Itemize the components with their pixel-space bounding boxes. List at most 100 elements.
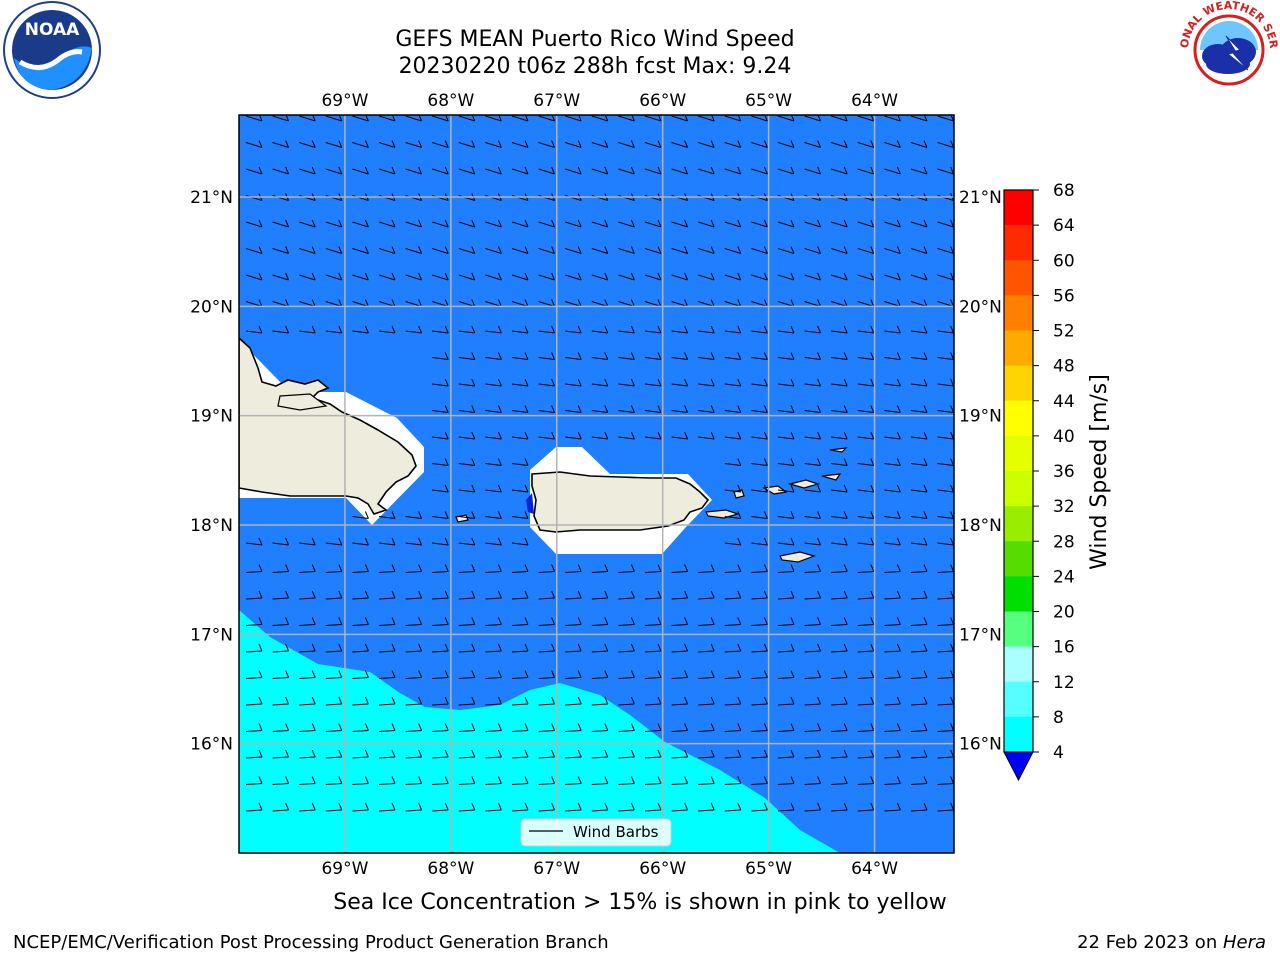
wind-barb bbox=[272, 564, 290, 573]
wind-barb bbox=[299, 617, 316, 626]
wind-barb bbox=[698, 166, 715, 175]
wind-barb bbox=[698, 246, 715, 254]
wind-barb bbox=[937, 405, 954, 413]
wind-barb bbox=[565, 219, 582, 228]
wind-barb bbox=[857, 325, 875, 334]
wind-barb bbox=[857, 352, 875, 360]
wind-barb bbox=[937, 431, 954, 440]
wind-barb bbox=[591, 325, 609, 334]
wind-barb bbox=[831, 511, 848, 519]
wind-barb bbox=[565, 564, 582, 573]
wind-barb bbox=[432, 749, 449, 759]
wind-barb bbox=[724, 272, 742, 281]
wind-barb bbox=[857, 590, 875, 600]
wind-barb bbox=[352, 696, 369, 706]
wind-barb bbox=[432, 272, 449, 281]
wind-barb bbox=[804, 484, 822, 493]
hispaniola-land bbox=[239, 336, 417, 515]
wind-barb bbox=[618, 325, 635, 334]
wind-barb bbox=[485, 405, 502, 413]
wind-barb bbox=[272, 749, 290, 759]
wind-barb bbox=[857, 776, 875, 785]
wind-barb bbox=[565, 749, 582, 759]
wind-barb bbox=[910, 140, 928, 148]
wind-barb bbox=[777, 564, 795, 573]
wind-barb bbox=[644, 696, 662, 706]
wind-barb bbox=[538, 590, 556, 600]
wind-barb bbox=[485, 272, 502, 281]
wind-barb bbox=[272, 802, 290, 812]
wind-barb bbox=[937, 272, 954, 281]
wind-barb bbox=[272, 325, 290, 334]
wind-barb bbox=[937, 802, 954, 812]
wind-barb bbox=[432, 140, 449, 148]
wind-barb bbox=[857, 511, 875, 519]
wind-barb bbox=[644, 140, 662, 148]
colorbar: 68 64 60 56 52 48 44 40 36 32 28 24 20 16 12 8 4 bbox=[1003, 181, 1075, 782]
wind-barb bbox=[910, 511, 928, 519]
wind-barb bbox=[591, 564, 609, 573]
wind-barb bbox=[245, 802, 263, 812]
wind-barb bbox=[432, 590, 449, 600]
culebra-island bbox=[733, 489, 745, 499]
wind-barb bbox=[937, 537, 954, 546]
wind-barb bbox=[831, 802, 848, 812]
wind-barb bbox=[538, 140, 556, 148]
wind-barb bbox=[591, 405, 609, 413]
wind-barb bbox=[485, 431, 502, 440]
wind-barb bbox=[378, 670, 396, 679]
wind-barb bbox=[751, 802, 768, 812]
wind-barb bbox=[618, 352, 635, 360]
lon-label-top: 69°W bbox=[321, 91, 368, 111]
wind-barb bbox=[724, 564, 742, 573]
wind-barb bbox=[618, 670, 635, 679]
wind-barb bbox=[937, 643, 954, 653]
wind-barb bbox=[591, 723, 609, 732]
wind-barb bbox=[352, 246, 369, 254]
wind-barb bbox=[511, 776, 529, 785]
wind-barb bbox=[910, 537, 928, 546]
wind-barb bbox=[618, 564, 635, 573]
wind-barb bbox=[458, 590, 476, 600]
footer-branch: NCEP/EMC/Verification Post Processing Pr… bbox=[13, 932, 609, 953]
footer-machine: Hera bbox=[1222, 932, 1266, 953]
wind-barb bbox=[352, 617, 369, 626]
lon-label-top: 66°W bbox=[639, 91, 686, 111]
wind-barb bbox=[405, 802, 423, 812]
wind-barb bbox=[245, 272, 263, 281]
wind-barb bbox=[511, 352, 529, 360]
wind-barb bbox=[724, 352, 742, 360]
wind-barb bbox=[777, 537, 795, 546]
wind-barb bbox=[671, 352, 689, 360]
wind-barb bbox=[724, 378, 742, 387]
wind-barb bbox=[884, 511, 901, 519]
wind-barb bbox=[910, 617, 928, 626]
wind-barb bbox=[910, 564, 928, 573]
wind-barb bbox=[777, 484, 795, 493]
wind-barb bbox=[831, 484, 848, 493]
wind-barb bbox=[485, 590, 502, 600]
wind-barb bbox=[804, 776, 822, 785]
wind-barb bbox=[804, 166, 822, 175]
wind-barb bbox=[644, 325, 662, 334]
lon-label-bottom: 65°W bbox=[745, 859, 792, 879]
wind-barb bbox=[591, 696, 609, 706]
colorbar-tick-label: 32 bbox=[1053, 497, 1075, 517]
wind-barb bbox=[831, 272, 848, 281]
lon-label-bottom: 66°W bbox=[639, 859, 686, 879]
wind-barb bbox=[857, 458, 875, 466]
wind-barb bbox=[724, 458, 742, 466]
footer-date: 22 Feb 2023 on Hera bbox=[1077, 932, 1266, 953]
lat-label-left: 20°N bbox=[190, 297, 233, 317]
wind-barb bbox=[644, 590, 662, 600]
wind-barb bbox=[831, 537, 848, 546]
wind-barb bbox=[352, 537, 369, 546]
wind-barb bbox=[857, 484, 875, 493]
wind-barb bbox=[698, 352, 715, 360]
wind-barb bbox=[831, 696, 848, 706]
lon-labels-top: 69°W 68°W 67°W 66°W 65°W 64°W bbox=[321, 91, 898, 111]
wind-barb bbox=[804, 723, 822, 732]
wind-barb bbox=[937, 696, 954, 706]
colorbar-band bbox=[1004, 295, 1033, 331]
wind-barb bbox=[245, 219, 263, 228]
